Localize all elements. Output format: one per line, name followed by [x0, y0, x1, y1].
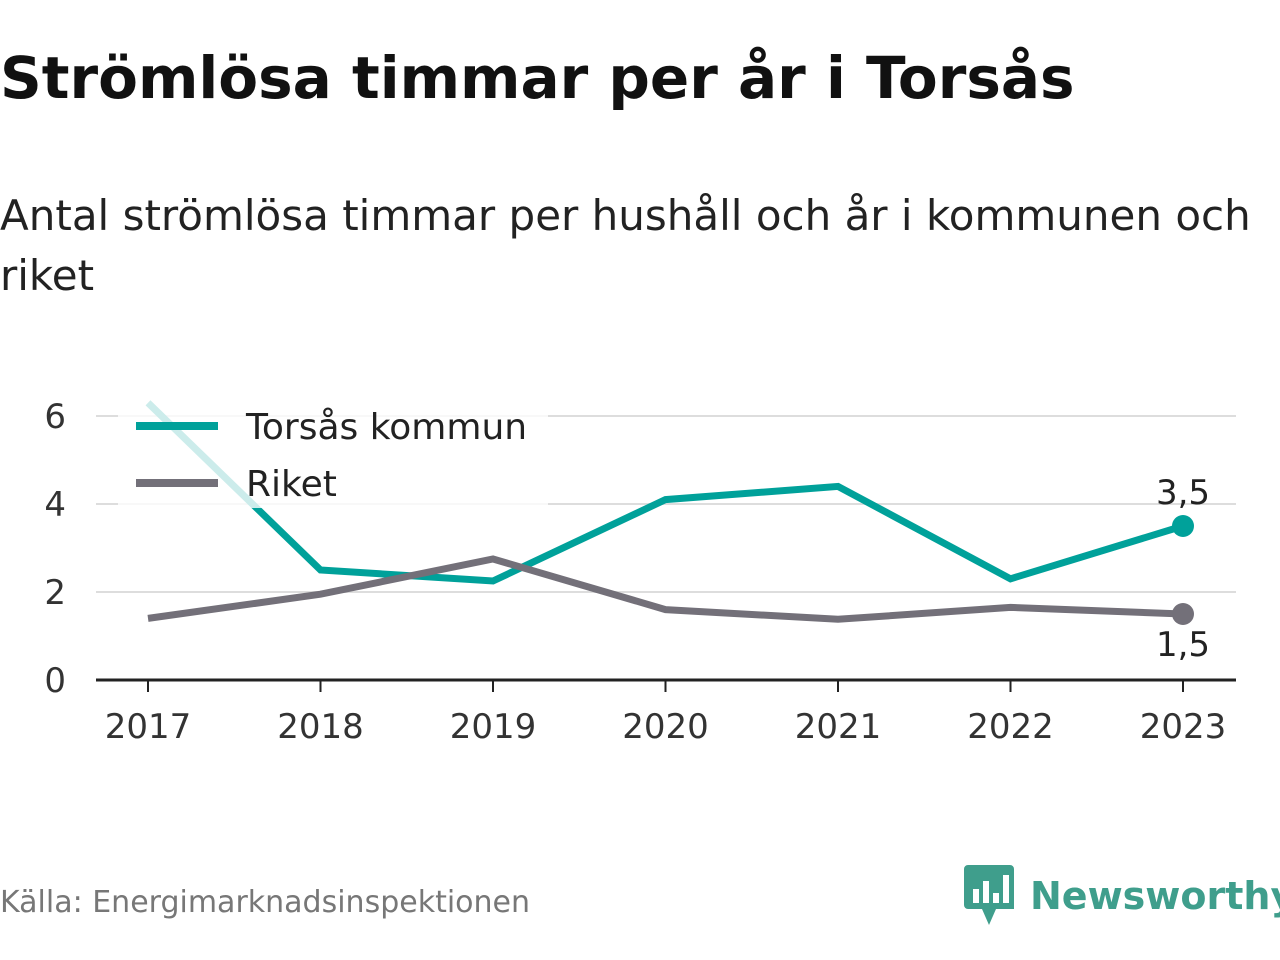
y-tick-label: 6 [44, 397, 66, 437]
series-line-torsas [145, 400, 1185, 585]
end-value-label: 3,5 [1156, 473, 1210, 513]
x-tick-label: 2023 [1140, 707, 1227, 747]
legend-label: Riket [246, 464, 337, 505]
end-value-label: 1,5 [1156, 625, 1210, 665]
legend-background [118, 396, 548, 508]
x-tick-label: 2018 [277, 707, 364, 747]
series-line-riket [147, 555, 1184, 623]
brand-logo[interactable]: Newsworthy [964, 864, 1280, 928]
chart-title: Strömlösa timmar per år i Torsås [0, 44, 1075, 112]
brand-name: Newsworthy [1030, 874, 1280, 918]
x-tick-label: 2017 [105, 707, 192, 747]
y-tick-label: 0 [44, 661, 66, 701]
line-chart: 0 2 4 6 2017 2018 2019 2020 2021 2022 2023 Torsås k… [44, 396, 1236, 747]
x-tick-label: 2021 [795, 707, 882, 747]
x-tick-label: 2020 [622, 707, 709, 747]
newsworthy-logo-icon [964, 865, 1014, 925]
y-tick-label: 2 [44, 573, 66, 613]
chart-subtitle: Antal strömlösa timmar per hushåll och å… [0, 191, 1251, 300]
x-tick-label: 2022 [967, 707, 1054, 747]
y-tick-label: 4 [44, 485, 66, 525]
legend-label: Torsås kommun [245, 407, 527, 448]
end-point-marker [1172, 515, 1194, 537]
end-point-marker [1172, 603, 1194, 625]
source-note: Källa: Energimarknadsinspektionen [0, 885, 531, 920]
x-tick-label: 2019 [450, 707, 537, 747]
